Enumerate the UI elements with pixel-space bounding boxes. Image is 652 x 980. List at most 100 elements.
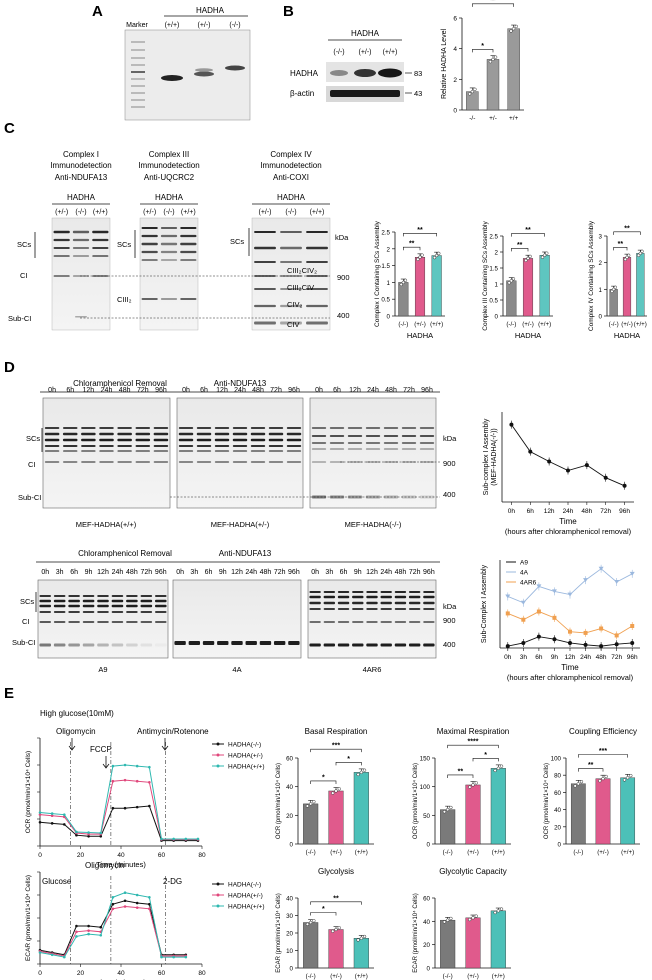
y-tick-label: 100 xyxy=(551,756,562,763)
blot-band xyxy=(380,621,392,623)
data-point xyxy=(505,611,510,616)
panel-a-lane-1: (+/+) xyxy=(165,22,180,29)
blot-lane-label: (+/+) xyxy=(93,209,108,216)
significance-bracket xyxy=(472,49,494,53)
trace-point xyxy=(38,811,42,814)
panel-a-band-1 xyxy=(161,75,183,81)
data-point xyxy=(493,910,497,915)
blot-band xyxy=(366,591,378,593)
time-label: 72h xyxy=(270,387,282,394)
blot-band xyxy=(254,231,276,233)
blot-band xyxy=(250,438,266,442)
trace-point xyxy=(123,763,127,767)
data-point xyxy=(356,772,360,777)
blot-band xyxy=(153,427,169,429)
y-axis-label: Complex I Containing SCs Assembly xyxy=(374,220,381,327)
blot-band xyxy=(68,611,80,613)
blot-membrane xyxy=(51,217,111,331)
blot-band xyxy=(160,242,178,246)
blot-band xyxy=(180,250,197,254)
time-label: 48h xyxy=(126,569,138,576)
blot-band xyxy=(286,445,302,447)
trace-point xyxy=(123,905,127,908)
blot-band xyxy=(254,288,276,290)
significance-label: ** xyxy=(333,895,339,902)
blot-band xyxy=(311,448,327,450)
data-point xyxy=(528,254,532,259)
blot-band xyxy=(365,427,381,429)
blot-band xyxy=(268,445,284,447)
time-label: 3h xyxy=(190,569,198,576)
time-label: 96h xyxy=(423,569,435,576)
time-label: 12h xyxy=(97,569,109,576)
blot-band xyxy=(280,321,302,325)
blot-band xyxy=(383,448,399,450)
time-label: 0h xyxy=(48,387,56,394)
trace-point xyxy=(135,805,139,809)
x-tick-label: 72h xyxy=(600,508,611,515)
time-label: 3h xyxy=(325,569,333,576)
y-axis-label: OCR (pmol/min/1×10⁴ Cells) xyxy=(412,763,419,839)
blot-antibody: Anti-COXI xyxy=(273,173,309,182)
panel-a-gel xyxy=(124,29,251,121)
blot-band xyxy=(394,621,407,623)
blot-band xyxy=(366,608,378,610)
bar xyxy=(539,254,550,317)
blot-band xyxy=(268,438,284,442)
significance-label: ** xyxy=(490,0,496,4)
data-point xyxy=(473,87,477,91)
x-tick-label: 60 xyxy=(158,852,166,859)
blot-band xyxy=(72,247,90,249)
blot-lane-label: (+/-) xyxy=(55,209,68,216)
x-tick-label: 40 xyxy=(117,970,125,977)
panel-a-band-2b xyxy=(195,68,213,72)
blot-band xyxy=(39,599,51,603)
time-label: 12h xyxy=(83,387,95,394)
panel-d-removal-2: Chloramphenicol Removal xyxy=(78,549,172,558)
significance-label: *** xyxy=(332,743,340,750)
blot-band xyxy=(380,608,392,610)
y-tick-label: 10 xyxy=(286,948,293,955)
x-axis-label: HADHA xyxy=(515,331,541,340)
blot-band xyxy=(155,604,167,608)
data-point xyxy=(499,907,504,911)
blot-band xyxy=(419,427,435,429)
blot-band xyxy=(97,595,109,597)
blot-band xyxy=(97,643,109,647)
time-label: 24h xyxy=(367,387,379,394)
panel-d-kda-unit-1: kDa xyxy=(443,434,457,443)
data-point xyxy=(521,640,526,645)
time-label: 48h xyxy=(119,387,131,394)
significance-bracket xyxy=(578,754,628,758)
bar xyxy=(440,919,456,969)
blot-band xyxy=(196,461,212,463)
blot-band xyxy=(135,445,151,447)
trace-point xyxy=(172,955,175,959)
significance-bracket xyxy=(613,247,628,251)
y-tick-label: 60 xyxy=(554,790,561,797)
bar xyxy=(570,783,586,845)
blot-band xyxy=(188,641,201,645)
data-point xyxy=(309,802,313,806)
blot-band xyxy=(196,438,212,442)
data-point xyxy=(622,778,627,782)
blot-band xyxy=(383,435,399,437)
blot-antibody: Anti-UQCRC2 xyxy=(144,173,195,182)
bar xyxy=(398,282,409,317)
blot-band xyxy=(196,427,212,429)
chart-title: Glycolysis xyxy=(318,867,354,876)
bar xyxy=(440,809,456,845)
trace-point xyxy=(38,813,42,816)
blot-band xyxy=(214,461,230,463)
x-tick-label: 96h xyxy=(627,654,638,661)
x-tick-label: 0h xyxy=(508,508,516,515)
x-tick-label: (+/-) xyxy=(330,973,342,980)
injection-arrow xyxy=(102,756,110,769)
blot-band xyxy=(135,427,151,429)
panel-d-antibody-2: Anti-NDUFA13 xyxy=(219,549,272,558)
significance-label: ** xyxy=(517,242,523,249)
panel-e-condition: High glucose(10mM) xyxy=(40,709,114,718)
blot-band xyxy=(135,461,151,463)
x-tick-label: (+/+) xyxy=(492,849,505,856)
time-label: 24h xyxy=(101,387,113,394)
